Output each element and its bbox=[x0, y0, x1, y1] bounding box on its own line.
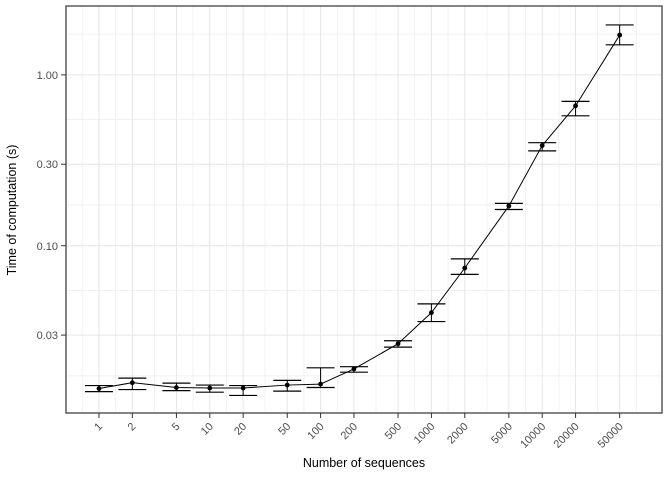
x-tick-label: 5000 bbox=[489, 421, 515, 447]
x-tick-label: 20000 bbox=[552, 421, 582, 451]
data-point bbox=[129, 380, 135, 386]
x-tick-label: 10 bbox=[199, 421, 216, 438]
data-point bbox=[506, 203, 512, 209]
data-point bbox=[351, 366, 357, 372]
data-point bbox=[573, 103, 578, 109]
data-point bbox=[395, 341, 401, 347]
y-tick-label: 1.00 bbox=[37, 70, 58, 82]
x-tick-label: 10000 bbox=[518, 421, 548, 451]
data-point bbox=[207, 385, 213, 391]
data-point bbox=[96, 386, 102, 391]
x-tick-label: 100 bbox=[305, 421, 326, 442]
data-point bbox=[539, 143, 545, 148]
y-tick-label: 0.10 bbox=[37, 241, 58, 253]
x-tick-label: 500 bbox=[383, 421, 404, 442]
data-point bbox=[240, 385, 246, 391]
x-tick-label: 200 bbox=[339, 421, 360, 442]
x-axis-title: Number of sequences bbox=[303, 456, 425, 470]
y-tick-label: 0.30 bbox=[37, 159, 58, 171]
y-tick-label: 0.03 bbox=[37, 330, 58, 342]
data-point bbox=[429, 310, 434, 316]
x-tick-label: 1 bbox=[92, 421, 105, 434]
x-tick-label: 2000 bbox=[445, 421, 471, 447]
x-tick-label: 1000 bbox=[412, 421, 438, 447]
plot-panel: 1 2 5 10 20 50 100 200 500 1000 2000 5000 10000 20000… bbox=[37, 5, 663, 451]
panel-background bbox=[66, 6, 662, 413]
panel-border bbox=[65, 5, 663, 414]
data-point bbox=[617, 32, 623, 38]
x-tick-label: 2 bbox=[126, 421, 139, 434]
x-tick-label: 50 bbox=[276, 421, 293, 438]
data-point bbox=[174, 385, 179, 390]
x-tick-label: 20 bbox=[232, 421, 249, 438]
data-point bbox=[462, 265, 468, 271]
data-point bbox=[318, 381, 323, 387]
y-axis-title: Time of computation (s) bbox=[5, 145, 19, 276]
x-tick-label: 5 bbox=[170, 421, 183, 434]
x-tick-label: 50000 bbox=[596, 421, 626, 451]
data-point bbox=[284, 382, 290, 388]
